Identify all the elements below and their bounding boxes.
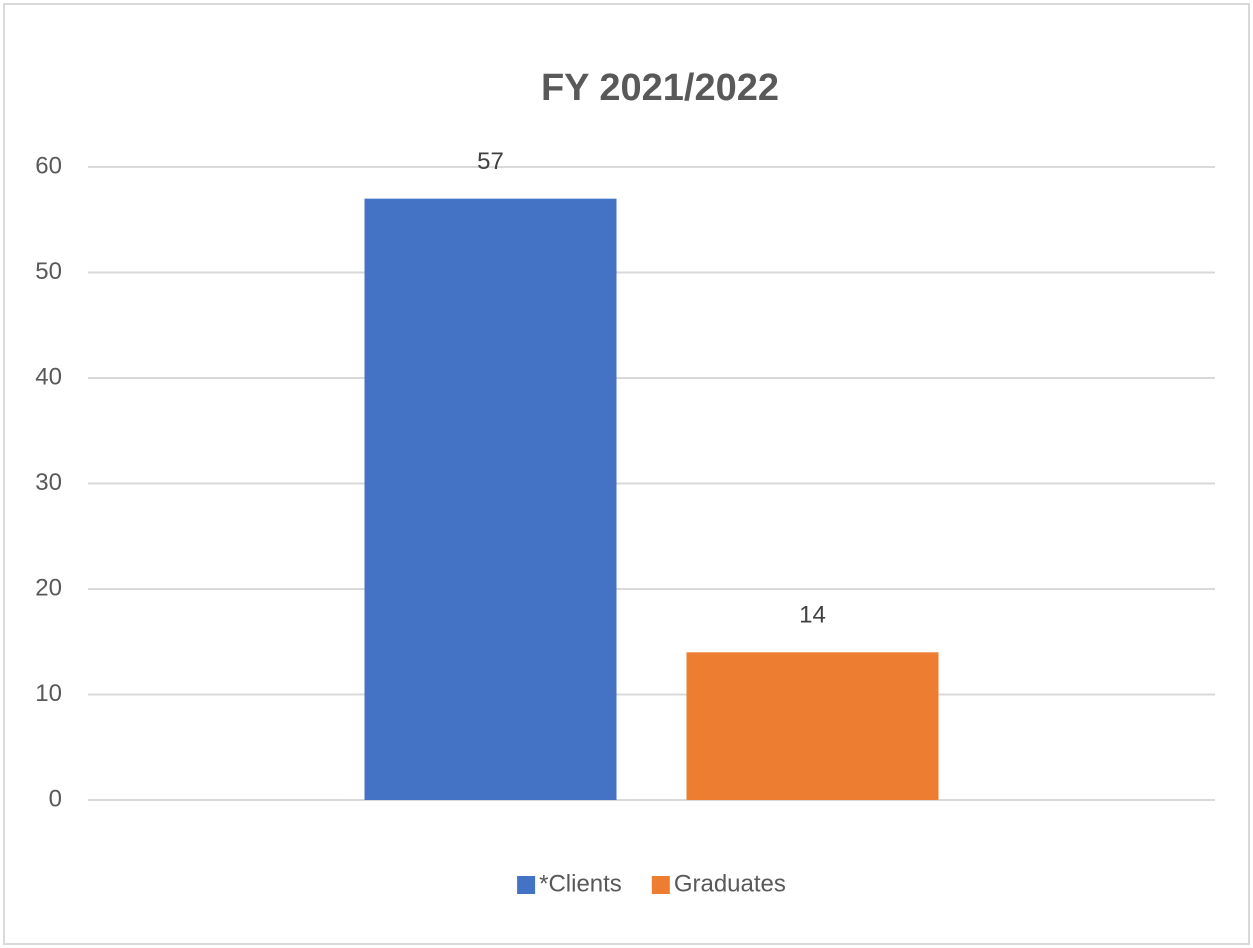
data-label: 14	[799, 602, 826, 629]
legend-swatch	[517, 876, 536, 894]
y-tick-label: 10	[35, 680, 62, 707]
bar	[364, 198, 617, 800]
y-tick-label: 40	[35, 363, 62, 390]
chart-frame	[3, 3, 1250, 945]
legend-label: *Clients	[539, 870, 622, 897]
chart-title: FY 2021/2022	[541, 67, 779, 109]
legend-label: Graduates	[674, 870, 786, 897]
y-tick-label: 20	[35, 574, 62, 601]
y-tick-label: 50	[35, 258, 62, 285]
y-tick-label: 60	[35, 152, 62, 179]
data-label: 57	[477, 148, 504, 175]
bar	[686, 652, 939, 800]
y-tick-label: 0	[49, 785, 62, 812]
y-tick-label: 30	[35, 469, 62, 496]
legend-swatch	[651, 876, 670, 894]
